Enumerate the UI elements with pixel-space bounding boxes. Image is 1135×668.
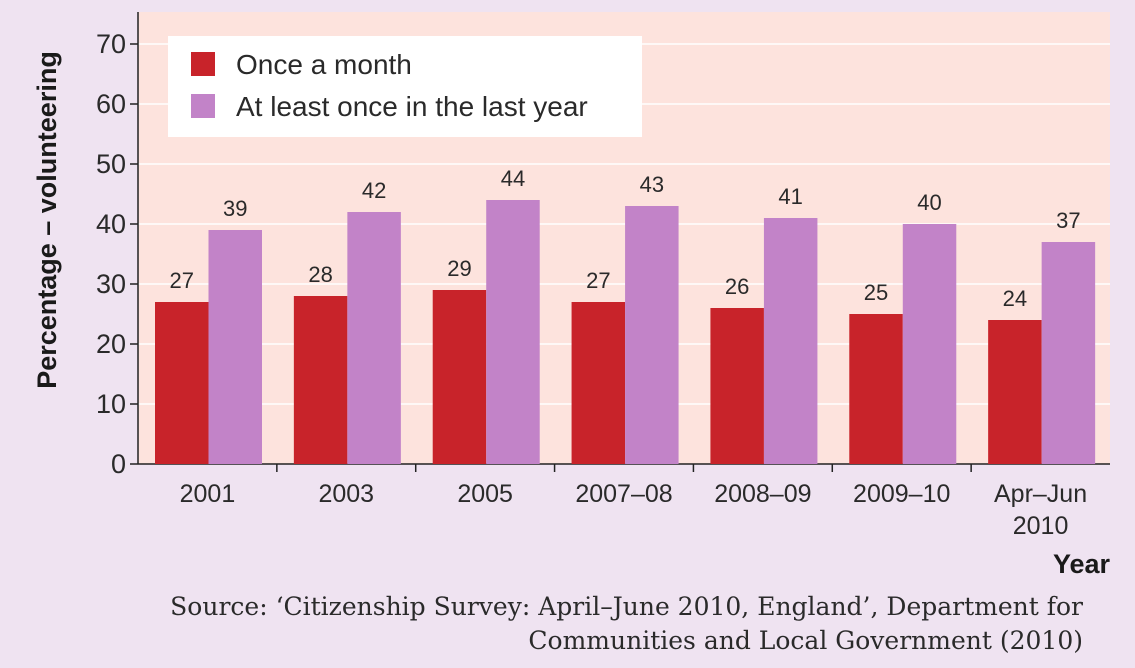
chart: 0 10 20 30 40 50 60 70 27 39 2001 28 42 2003 29 44 2005 2… xyxy=(32,12,1111,579)
data-label: 25 xyxy=(864,280,888,305)
bar-once-a-month xyxy=(571,302,626,464)
data-label: 40 xyxy=(917,190,941,215)
bar-at-least-once-a-year xyxy=(347,212,401,464)
data-label: 24 xyxy=(1003,286,1027,311)
data-label: 42 xyxy=(362,178,386,203)
y-tick-label: 50 xyxy=(96,149,126,179)
data-label: 27 xyxy=(170,268,194,293)
y-tick-label: 30 xyxy=(96,269,126,299)
x-tick-label: 2001 xyxy=(180,480,236,508)
y-tick-label: 20 xyxy=(96,329,126,359)
x-tick-label: 2010 xyxy=(1013,512,1069,540)
bar-at-least-once-a-year xyxy=(902,224,957,464)
data-label: 26 xyxy=(725,274,749,299)
bar-once-a-month xyxy=(988,320,1042,464)
legend-box xyxy=(168,36,642,137)
data-label: 28 xyxy=(308,262,332,287)
data-label: 41 xyxy=(778,184,802,209)
source-caption: Source: ‘Citizenship Survey: April–June … xyxy=(83,590,1083,658)
x-tick-label: 2005 xyxy=(457,480,513,508)
data-label: 44 xyxy=(501,166,525,191)
bar-once-a-month xyxy=(432,290,487,464)
data-label: 43 xyxy=(640,172,664,197)
data-label: 27 xyxy=(586,268,610,293)
x-tick-label: 2008–09 xyxy=(714,480,811,508)
x-tick-label: 2007–08 xyxy=(575,480,672,508)
y-tick-label: 70 xyxy=(96,29,126,59)
bar-at-least-once-a-year xyxy=(763,218,818,464)
data-label: 39 xyxy=(223,196,247,221)
bar-at-least-once-a-year xyxy=(208,230,262,464)
legend-swatch xyxy=(191,52,215,76)
y-tick-label: 10 xyxy=(96,389,126,419)
y-tick-label: 60 xyxy=(96,89,126,119)
y-tick-label: 40 xyxy=(96,209,126,239)
legend-label: Once a month xyxy=(236,49,412,80)
x-tick-label: 2003 xyxy=(318,480,374,508)
source-line-2: Communities and Local Government (2010) xyxy=(528,626,1083,655)
source-line-1: Source: ‘Citizenship Survey: April–June … xyxy=(170,592,1083,621)
x-tick-label: 2009–10 xyxy=(853,480,950,508)
x-tick-label: Apr–Jun xyxy=(994,480,1087,508)
bar-once-a-month xyxy=(293,296,348,464)
y-tick-label: 0 xyxy=(111,449,126,479)
bar-at-least-once-a-year xyxy=(486,200,540,464)
bar-once-a-month xyxy=(155,302,209,464)
bar-once-a-month xyxy=(710,308,764,464)
bar-at-least-once-a-year xyxy=(625,206,679,464)
legend-label: At least once in the last year xyxy=(236,91,588,122)
y-axis-title: Percentage – volunteering xyxy=(32,51,62,389)
legend-swatch xyxy=(191,94,215,118)
data-label: 37 xyxy=(1056,208,1080,233)
data-label: 29 xyxy=(447,256,471,281)
bar-at-least-once-a-year xyxy=(1041,242,1096,464)
x-axis-title: Year xyxy=(1053,549,1111,579)
bar-once-a-month xyxy=(849,314,903,464)
